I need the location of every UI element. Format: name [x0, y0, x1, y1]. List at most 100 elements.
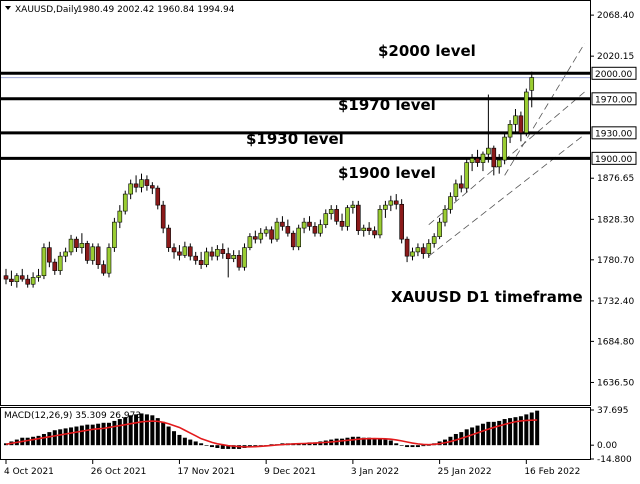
level-tag-label: 1930.00 [595, 129, 632, 139]
candle-body [355, 204, 361, 231]
candle-body [345, 207, 350, 227]
price-tick-label: 1732.40 [597, 297, 634, 307]
price-tick-label: 1636.50 [597, 378, 634, 388]
candle-body [502, 136, 507, 161]
candle-body [415, 247, 421, 253]
macd-bar [231, 445, 236, 449]
candle-body [209, 251, 215, 257]
level-tag-label: 2000.00 [595, 70, 632, 80]
macd-bar [144, 414, 149, 446]
date-tick-label: 3 Jan 2022 [351, 467, 399, 477]
candle-body [366, 227, 372, 231]
date-tick-label: 17 Nov 2021 [177, 467, 235, 477]
macd-bar [470, 427, 475, 446]
macd-bar [426, 445, 431, 446]
candle-body [377, 209, 383, 236]
candle-body [30, 277, 36, 285]
candle-body [215, 249, 220, 257]
candle-body [14, 275, 20, 282]
macd-bar [117, 419, 122, 446]
candle-body [350, 204, 356, 208]
macd-bar [518, 416, 523, 446]
annotation-2000-level: $2000 level [378, 42, 476, 60]
candle-body [426, 243, 432, 254]
macd-bar [383, 439, 388, 446]
candle-body [404, 238, 410, 257]
chart-symbol: XAUUSD,Daily [15, 5, 79, 15]
level-tag-box [591, 92, 637, 106]
price-tick-label: 2020.15 [597, 52, 634, 62]
candle-body [112, 221, 117, 248]
macd-bar [58, 429, 63, 446]
candle-body [139, 179, 144, 188]
candle-body [393, 200, 399, 205]
macd-bar [204, 445, 209, 446]
dropdown-triangle-icon[interactable] [5, 6, 11, 10]
candle-body [339, 220, 345, 227]
macd-bar [491, 421, 496, 446]
candle-body [177, 251, 182, 256]
date-tick-label: 26 Oct 2021 [91, 467, 147, 477]
candle-body [122, 193, 128, 212]
price-axis: 2068.40 2020.15 1876.65 1828.30 1780.70 1732.… [590, 11, 634, 388]
macd-bar [25, 437, 30, 446]
macd-indicator [4, 410, 540, 449]
candle-body [453, 183, 459, 197]
candle-body [507, 124, 513, 138]
macd-bar [123, 417, 128, 446]
candle-body [57, 255, 63, 271]
macd-bar [497, 420, 502, 446]
price-tick-label: 2068.40 [597, 11, 634, 21]
chart-ohlc: 1980.49 2002.42 1960.84 1994.94 [77, 5, 235, 15]
date-tick-label: 4 Oct 2021 [4, 467, 54, 477]
macd-axis: 37.695 0.00 -14.800 [590, 406, 632, 465]
candle-body [437, 221, 442, 237]
macd-tick-label: -14.800 [597, 455, 632, 465]
candle-body [442, 209, 448, 223]
macd-bar [258, 445, 263, 446]
macd-bar [529, 412, 534, 446]
candle-body [182, 246, 188, 256]
candle-body [524, 91, 529, 134]
macd-bar [345, 437, 350, 446]
candle-body [106, 247, 112, 274]
macd-bar [361, 437, 366, 446]
candle-body [52, 261, 58, 271]
macd-bar [350, 436, 355, 446]
macd-panel-frame [0, 407, 591, 460]
candlestick-series [3, 71, 535, 288]
candle-body [458, 183, 464, 189]
date-tick-label: 9 Dec 2021 [264, 467, 316, 477]
candle-body [290, 232, 296, 248]
candle-body [144, 179, 150, 186]
macd-bar [372, 438, 377, 446]
candle-body [274, 221, 280, 240]
macd-bar [253, 445, 258, 447]
candle-body [41, 247, 47, 277]
macd-bar [193, 441, 198, 446]
candle-body [328, 209, 334, 214]
macd-bar [513, 417, 518, 446]
annotation-1930-level: $1930 level [246, 130, 344, 148]
macd-bar [166, 426, 171, 446]
candle-body [193, 255, 198, 261]
price-tick-label: 1684.80 [597, 337, 634, 347]
macd-bar [90, 424, 95, 446]
macd-title: MACD(12,26,9) 35.309 26.973 [4, 411, 141, 421]
macd-bar [340, 438, 345, 446]
candle-body [312, 226, 318, 234]
support-resistance-levels: 2000.00 1970.00 1930.00 1900.00 [1, 66, 637, 165]
macd-bar [36, 435, 41, 446]
candle-body [372, 230, 377, 236]
candle-body [518, 115, 524, 134]
macd-bar [220, 445, 225, 449]
macd-bar [356, 436, 361, 446]
candle-body [496, 159, 502, 168]
macd-bar [475, 425, 480, 446]
macd-bar [52, 430, 57, 446]
candle-body [236, 255, 242, 268]
candle-body [491, 147, 497, 168]
candle-body [318, 224, 323, 234]
candle-body [36, 275, 41, 278]
macd-bar [215, 445, 220, 448]
